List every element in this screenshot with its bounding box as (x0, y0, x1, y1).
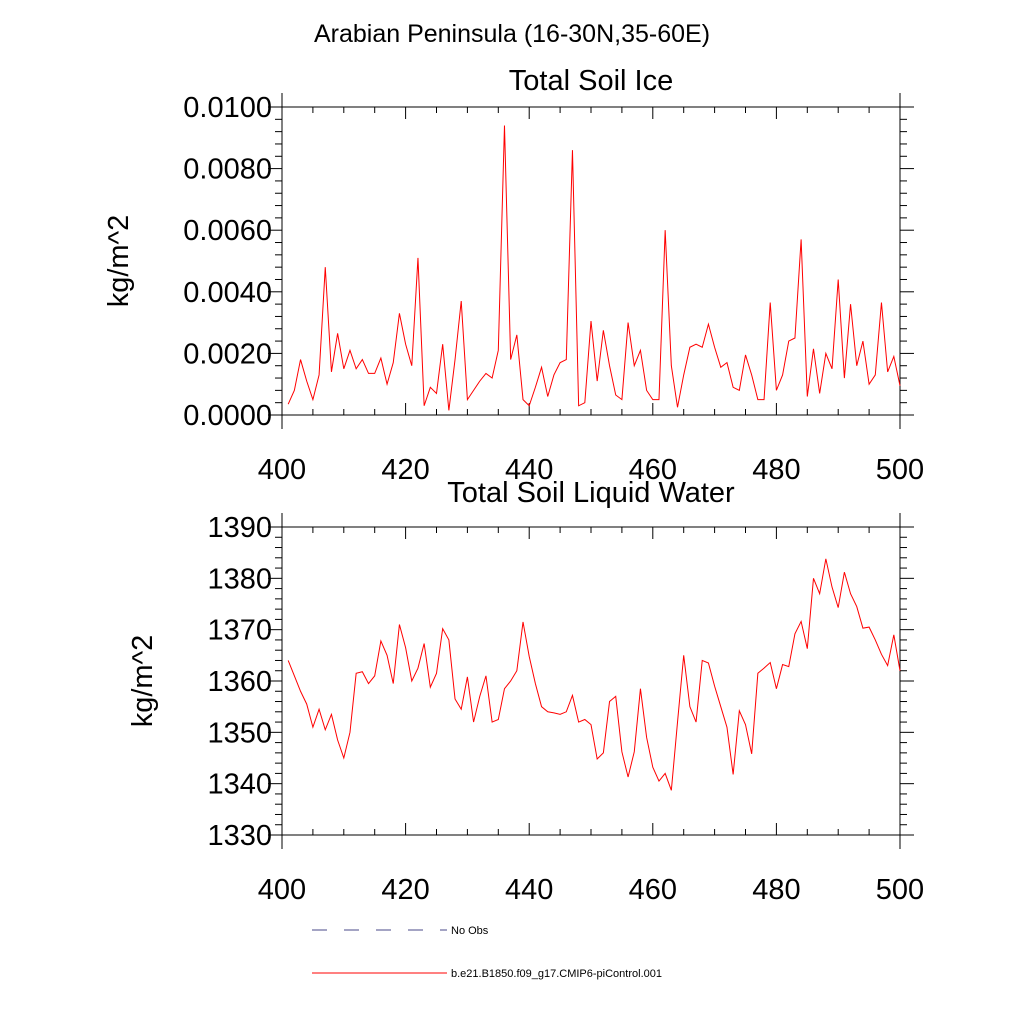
x-tick-label: 400 (258, 454, 306, 486)
y-tick-label: 0.0040 (183, 277, 272, 309)
chart-title: Total Soil Liquid Water (447, 477, 735, 509)
y-tick-label: 1350 (207, 717, 272, 749)
series-line (287, 125, 901, 411)
x-tick-label: 420 (381, 454, 429, 486)
y-tick-label: 1380 (207, 563, 272, 595)
legend-label: No Obs (451, 925, 489, 937)
y-tick-label: 1340 (207, 769, 272, 801)
chart-panel-2: Total Soil Liquid Water kg/m^2 400 420 440 46… (127, 477, 924, 906)
legend-label: b.e21.B1850.f09_g17.CMIP6-piControl.001 (451, 968, 662, 980)
legend-item: b.e21.B1850.f09_g17.CMIP6-piControl.001 (312, 968, 662, 980)
series-line (287, 558, 901, 791)
x-tick-label: 500 (876, 454, 924, 486)
legend-item: No Obs (312, 925, 489, 937)
y-tick-label: 0.0100 (183, 92, 272, 124)
x-tick-label: 420 (381, 874, 429, 906)
x-tick-label: 440 (505, 874, 553, 906)
y-tick-label: 0.0000 (183, 400, 272, 432)
legend: No Obs b.e21.B1850.f09_g17.CMIP6-piContro… (312, 925, 662, 980)
y-tick-label: 0.0060 (183, 215, 272, 247)
x-tick-label: 500 (876, 874, 924, 906)
y-tick-label: 0.0020 (183, 338, 272, 370)
y-tick-label: 1360 (207, 666, 272, 698)
x-tick-label: 400 (258, 874, 306, 906)
x-tick-label: 440 (505, 454, 553, 486)
y-axis-label: kg/m^2 (127, 635, 159, 728)
figure-title: Arabian Peninsula (16-30N,35-60E) (314, 20, 710, 48)
y-tick-label: 0.0080 (183, 154, 272, 186)
x-tick-label: 460 (629, 874, 677, 906)
x-tick-label: 480 (752, 874, 800, 906)
y-tick-label: 1330 (207, 820, 272, 852)
x-tick-label: 460 (629, 454, 677, 486)
y-tick-label: 1390 (207, 512, 272, 544)
x-tick-label: 480 (752, 454, 800, 486)
y-axis-label: kg/m^2 (103, 215, 135, 308)
y-tick-label: 1370 (207, 615, 272, 647)
chart-panel-1: Total Soil Ice kg/m^2 400 420 440 460 480 500 0.… (103, 65, 924, 486)
chart-panels: Total Soil Ice kg/m^2 400 420 440 460 480 500 0.… (103, 65, 924, 906)
chart-title: Total Soil Ice (509, 65, 673, 97)
